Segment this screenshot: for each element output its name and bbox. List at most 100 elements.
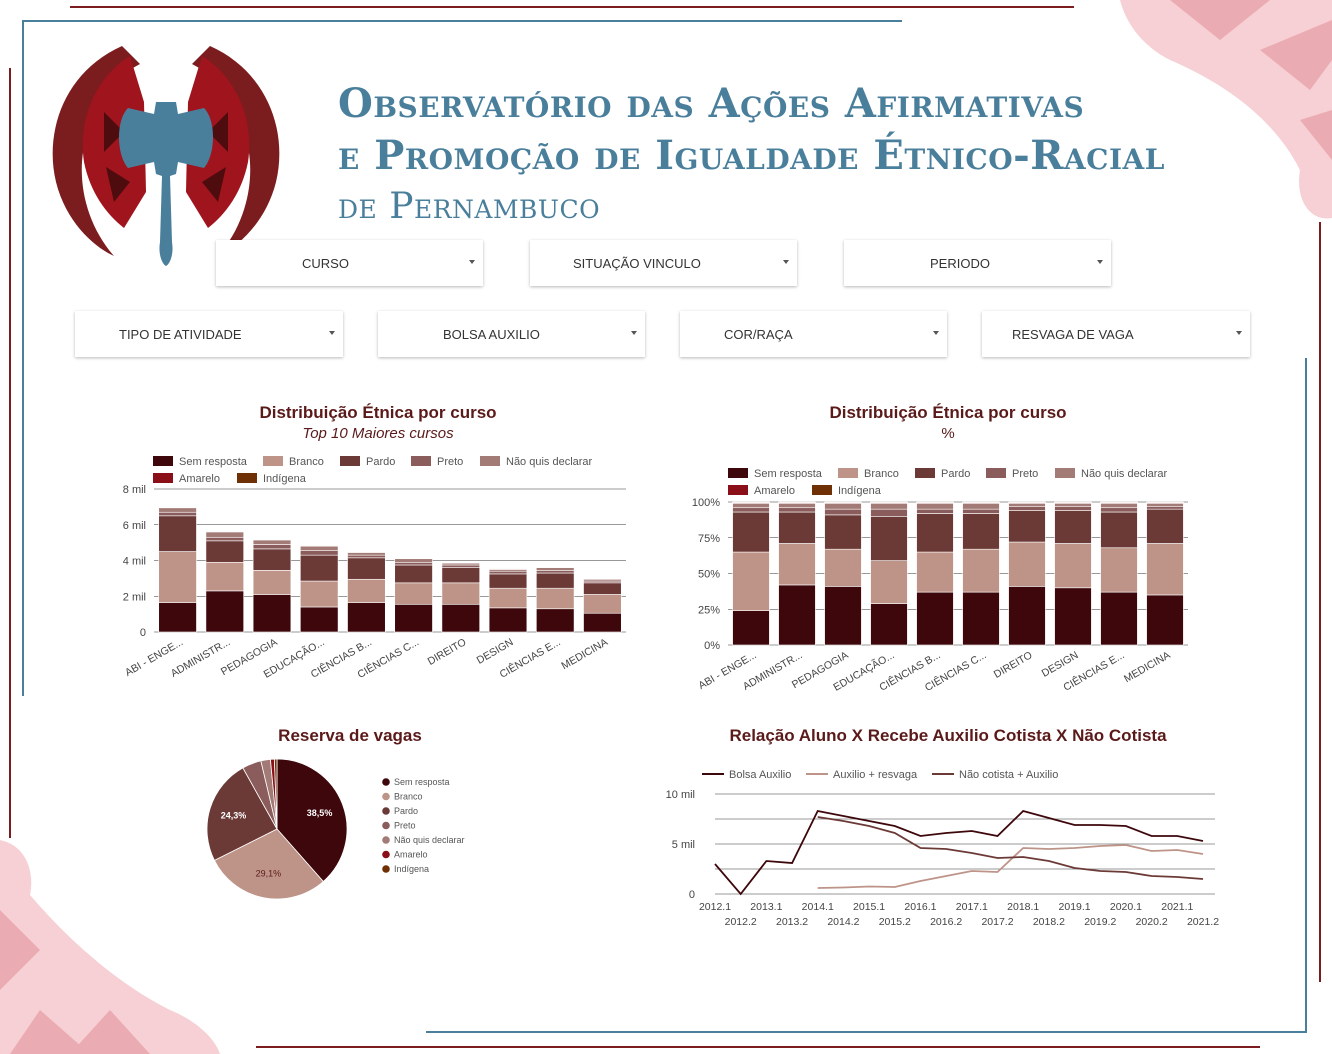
frame-line-left-blue <box>22 20 24 696</box>
x-tick-label: 2013.2 <box>776 916 808 928</box>
bar-segment-pardo <box>778 511 816 544</box>
bar-segment-pardo <box>347 557 386 580</box>
legend-label-indigena: Indígena <box>394 864 429 874</box>
bar-segment-branco <box>205 561 244 592</box>
filter-tipo-atividade[interactable]: TIPO DE ATIVIDADE <box>75 311 343 357</box>
bar-segment-pardo <box>536 572 575 589</box>
x-tick-label: 2016.2 <box>930 916 962 928</box>
legend-swatch-preto <box>382 821 390 830</box>
legend-swatch-pardo <box>915 468 935 478</box>
bar-segment-nao-quis-declarar <box>347 552 386 556</box>
chart2-title: Distribuição Étnica por curso <box>829 403 1067 422</box>
bar-segment-branco <box>1008 541 1046 587</box>
chart4-title: Relação Aluno X Recebe Auxilio Cotista X… <box>729 726 1167 745</box>
legend-label-branco: Branco <box>864 468 899 480</box>
chevron-down-icon <box>933 331 939 335</box>
bar-segment-nao-quis-declarar <box>1146 503 1184 507</box>
bar-segment-preto <box>1008 505 1046 511</box>
pie-data-label: 29,1% <box>256 869 282 879</box>
legend-swatch-preto <box>986 468 1006 478</box>
chevron-down-icon <box>1236 331 1242 335</box>
frame-line-top-blue <box>22 20 902 22</box>
legend-swatch-branco <box>263 456 283 466</box>
legend-label-nao-cotista-auxilio: Não cotista + Auxilio <box>959 769 1058 781</box>
filter-curso-label: CURSO <box>302 256 349 271</box>
bar-segment-preto <box>158 511 197 517</box>
chart1-subtitle: Top 10 Maiores cursos <box>302 425 454 442</box>
bar-segment-sem-resposta <box>1008 586 1046 646</box>
bar-segment-preto <box>1146 505 1184 510</box>
bar-segment-branco <box>300 580 339 608</box>
filter-bolsa-auxilio[interactable]: BOLSA AUXILIO <box>378 311 645 357</box>
x-tick-label: 2014.1 <box>802 901 834 913</box>
bar-segment-preto <box>732 507 770 513</box>
bar-segment-preto <box>1100 507 1138 513</box>
legend-label-preto: Preto <box>394 821 416 831</box>
bar-segment-branco <box>158 551 197 603</box>
filter-resvaga-de-vaga[interactable]: RESVAGA DE VAGA <box>982 311 1250 357</box>
bar-segment-sem-resposta <box>916 591 954 646</box>
legend-label-nao-quis-declarar: Não quis declarar <box>506 456 593 468</box>
chart-line-auxilio: Bolsa Auxilio Auxilio + resvaga Não cotist… <box>666 769 1220 928</box>
bar-segment-pardo <box>441 567 480 584</box>
bar-segment-indigena <box>732 501 770 503</box>
pie-slice-branco <box>213 828 324 900</box>
bar-segment-indigena <box>1146 501 1184 503</box>
bar-segment-indigena <box>870 501 908 503</box>
filter-resvaga-de-vaga-label: RESVAGA DE VAGA <box>1012 327 1134 342</box>
bar-segment-branco <box>916 551 954 593</box>
filter-cor-raca[interactable]: COR/RAÇA <box>680 311 947 357</box>
y-tick-label: 75% <box>698 533 720 545</box>
bar-segment-pardo <box>583 582 622 595</box>
bar-segment-pardo <box>1100 511 1138 549</box>
bar-segment-preto <box>441 564 480 568</box>
bar-segment-branco <box>1100 547 1138 593</box>
x-tick-label: 2020.2 <box>1136 916 1168 928</box>
y-tick-label: 5 mil <box>672 839 695 851</box>
bar-segment-nao-quis-declarar <box>1054 503 1092 507</box>
legend-swatch-amarelo <box>153 473 173 483</box>
series-line-auxilio-resvaga <box>817 844 1204 889</box>
observatory-logo <box>52 46 280 266</box>
filter-cor-raca-label: COR/RAÇA <box>724 327 793 342</box>
legend-swatch-sem-resposta <box>382 778 390 786</box>
bar-segment-nao-quis-declarar <box>916 503 954 510</box>
bar-segment-pardo <box>252 548 292 571</box>
legend-swatch-branco <box>382 792 390 801</box>
bar-segment-pardo <box>205 540 244 563</box>
bar-segment-branco <box>732 551 770 611</box>
legend-label-auxilio-resvaga: Auxilio + resvaga <box>833 769 918 781</box>
bar-segment-nao-quis-declarar <box>962 503 1000 510</box>
legend-label-nao-quis-declarar: Não quis declarar <box>1081 468 1168 480</box>
bar-segment-preto <box>824 508 862 516</box>
header-title-line3: de Pernambuco <box>338 186 601 227</box>
x-tick-label: DESIGN <box>475 636 516 667</box>
bar-segment-nao-quis-declarar <box>732 503 770 509</box>
bar-segment-indigena <box>1054 501 1092 503</box>
frame-line-top-red <box>70 6 1074 8</box>
chart2-subtitle: % <box>941 425 955 442</box>
filter-periodo[interactable]: PERIODO <box>844 240 1111 286</box>
legend-swatch-pardo <box>382 807 390 815</box>
filter-curso[interactable]: CURSO <box>216 240 483 286</box>
bar-segment-sem-resposta <box>347 602 386 633</box>
bar-segment-sem-resposta <box>1054 587 1092 646</box>
chart-pie-reserva: 38,5% 29,1% 24,3% Sem resposta Branco Pardo Pr… <box>206 758 465 900</box>
x-tick-label: 2015.2 <box>879 916 911 928</box>
bar-segment-pardo <box>916 513 954 553</box>
filter-bolsa-auxilio-label: BOLSA AUXILIO <box>443 327 540 342</box>
pie-slice-sem-resposta <box>276 758 348 883</box>
bar-segment-pardo <box>1008 510 1046 543</box>
bar-segment-sem-resposta <box>394 603 433 633</box>
header-title-line1: Observatório das Ações Afirmativas <box>338 80 1085 127</box>
legend-label-pardo: Pardo <box>394 806 418 816</box>
series-line-nao-cotista-auxilio <box>817 816 1204 880</box>
x-tick-label: 2018.2 <box>1033 916 1065 928</box>
legend-label-indigena: Indígena <box>263 473 307 485</box>
legend-label-branco: Branco <box>394 792 423 802</box>
frame-line-bottom-blue <box>426 1031 1307 1033</box>
bar-segment-preto <box>1054 505 1092 511</box>
filter-situacao-vinculo[interactable]: SITUAÇÃO VINCULO <box>530 240 797 286</box>
y-tick-label: 4 mil <box>123 556 146 568</box>
bar-segment-nao-quis-declarar <box>1008 503 1046 507</box>
